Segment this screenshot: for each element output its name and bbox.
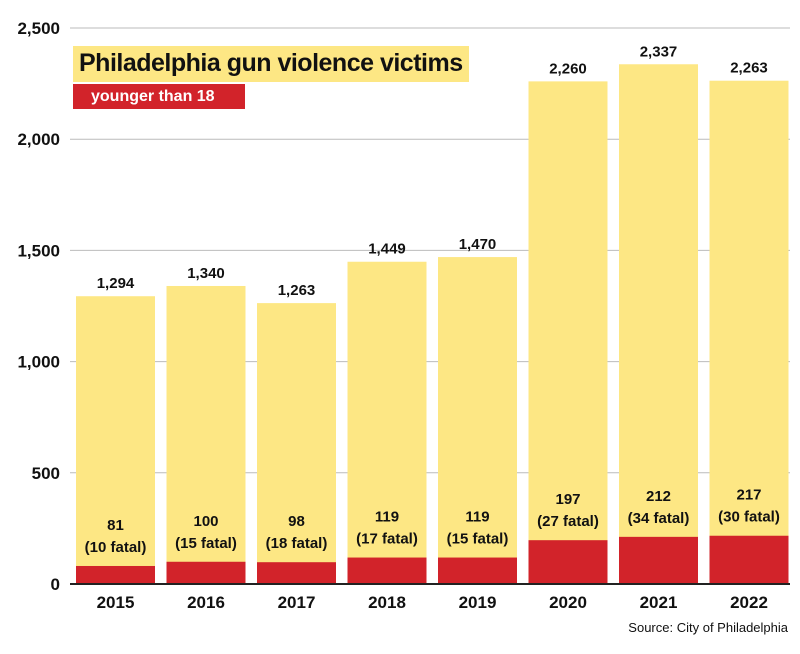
bar-total [619,64,698,584]
fatal-label: (34 fatal) [628,510,690,527]
fatal-label: (18 fatal) [266,535,328,552]
x-tick-label: 2018 [368,593,406,612]
y-tick-label: 0 [51,575,60,594]
under-18-label: 100 [193,513,218,530]
source-note: Source: City of Philadelphia [628,620,788,635]
chart-title: Philadelphia gun violence victims [73,46,469,82]
fatal-label: (30 fatal) [718,509,780,526]
bar-under-18 [709,535,789,584]
x-tick-label: 2019 [459,593,497,612]
fatal-label: (17 fatal) [356,531,418,548]
fatal-label: (10 fatal) [85,539,147,556]
under-18-label: 119 [465,509,489,526]
bar-under-18 [347,557,427,584]
x-tick-label: 2016 [187,593,225,612]
y-tick-label: 2,000 [17,130,60,149]
total-label: 1,263 [278,282,316,299]
bar-total [257,303,336,584]
y-tick-label: 500 [32,464,60,483]
bar-under-18 [619,536,698,584]
bar-under-18 [528,540,608,584]
under-18-label: 197 [555,491,580,508]
bar-total [709,80,789,584]
total-label: 2,260 [549,60,587,77]
x-tick-label: 2017 [278,593,316,612]
bar-total [347,261,427,584]
under-18-label: 119 [375,509,399,526]
total-label: 1,449 [368,241,406,258]
x-tick-label: 2015 [97,593,135,612]
x-tick-label: 2021 [640,593,678,612]
bar-under-18 [166,561,246,584]
under-18-label: 98 [288,513,305,530]
y-tick-label: 1,500 [17,241,60,260]
x-tick-label: 2022 [730,593,768,612]
x-tick-label: 2020 [549,593,587,612]
bar-total [166,285,246,584]
bar-total [528,81,608,584]
total-label: 1,294 [97,275,135,292]
under-18-label: 212 [646,488,671,505]
total-label: 2,337 [640,43,678,60]
fatal-label: (15 fatal) [447,531,509,548]
under-18-label: 217 [736,487,761,504]
total-label: 1,470 [459,236,497,253]
bar-total [438,257,517,584]
fatal-label: (15 fatal) [175,535,237,552]
y-tick-label: 2,500 [17,19,60,38]
total-label: 2,263 [730,60,768,77]
bar-under-18 [438,557,517,584]
bar-under-18 [76,565,155,584]
y-tick-label: 1,000 [17,353,60,372]
fatal-label: (27 fatal) [537,513,599,530]
bar-total [76,296,155,584]
under-18-label: 81 [107,517,124,534]
legend-under-18: younger than 18 [73,84,245,109]
total-label: 1,340 [187,265,225,282]
bar-under-18 [257,562,336,584]
